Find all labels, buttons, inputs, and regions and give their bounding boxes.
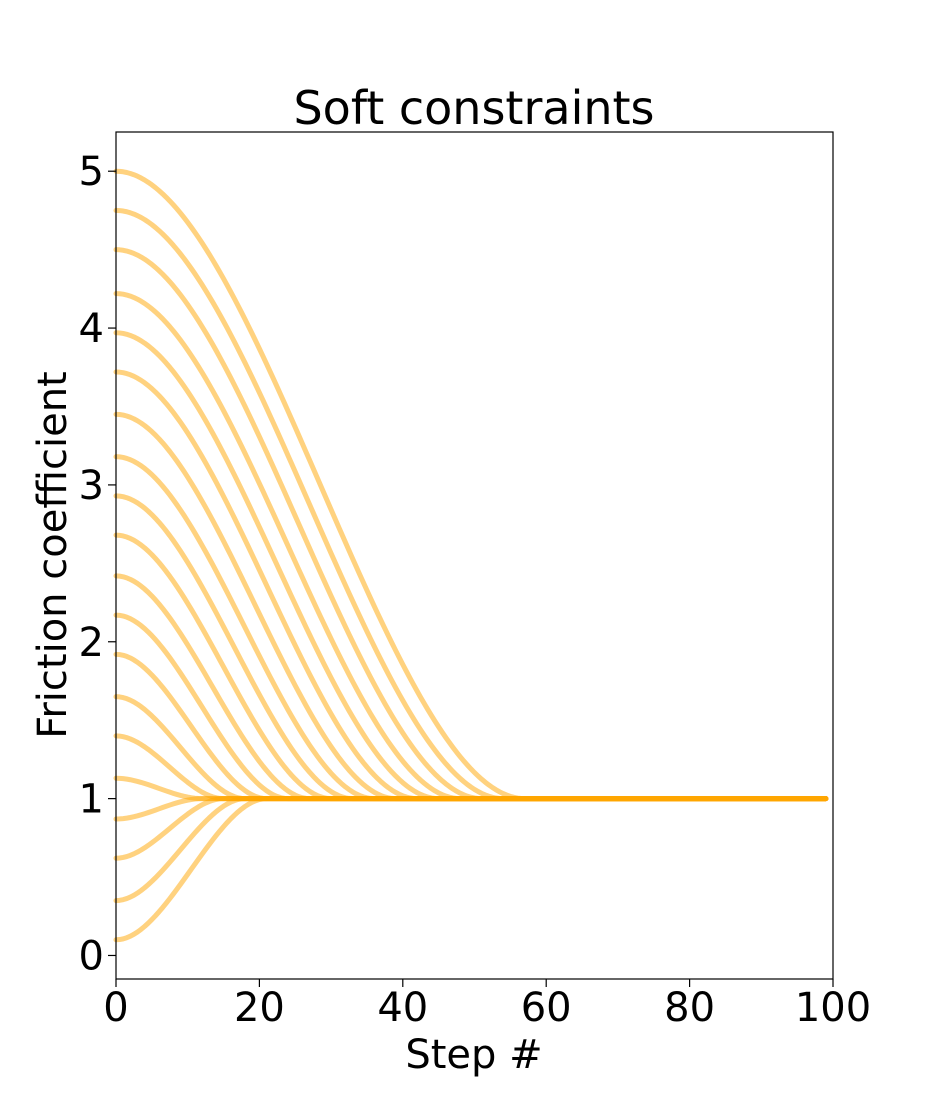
y-axis: 0 1 2 3 4 5 — [79, 149, 116, 979]
x-tick-label: 100 — [795, 985, 871, 1031]
series-line-14 — [113, 694, 829, 802]
series-line-19 — [113, 796, 829, 904]
y-tick-label: 0 — [79, 933, 104, 979]
x-axis: 0 20 40 60 80 100 — [103, 979, 871, 1031]
plot-frame — [115, 131, 834, 980]
x-tick-label: 40 — [377, 985, 428, 1031]
y-tick-label: 1 — [79, 777, 104, 823]
x-tick-label: 20 — [234, 985, 285, 1031]
x-axis-label: Step # — [405, 1032, 542, 1078]
y-tick-label: 5 — [79, 149, 104, 195]
x-tick-label: 0 — [103, 985, 128, 1031]
y-tick-label: 2 — [79, 620, 104, 666]
y-tick-label: 4 — [79, 306, 104, 352]
series-line-4 — [113, 291, 829, 802]
series-line-20 — [113, 796, 829, 943]
x-tick-label: 80 — [664, 985, 715, 1031]
series-line-2 — [113, 207, 829, 802]
series-line-10 — [113, 532, 829, 802]
chart-title: Soft constraints — [293, 81, 654, 135]
y-tick-label: 3 — [79, 463, 104, 509]
x-tick-label: 60 — [521, 985, 572, 1031]
series-layer — [113, 168, 829, 943]
series-line-13 — [113, 651, 829, 802]
series-line-5 — [113, 330, 829, 802]
y-axis-label: Friction coefficient — [30, 371, 76, 738]
series-line-3 — [113, 247, 829, 802]
